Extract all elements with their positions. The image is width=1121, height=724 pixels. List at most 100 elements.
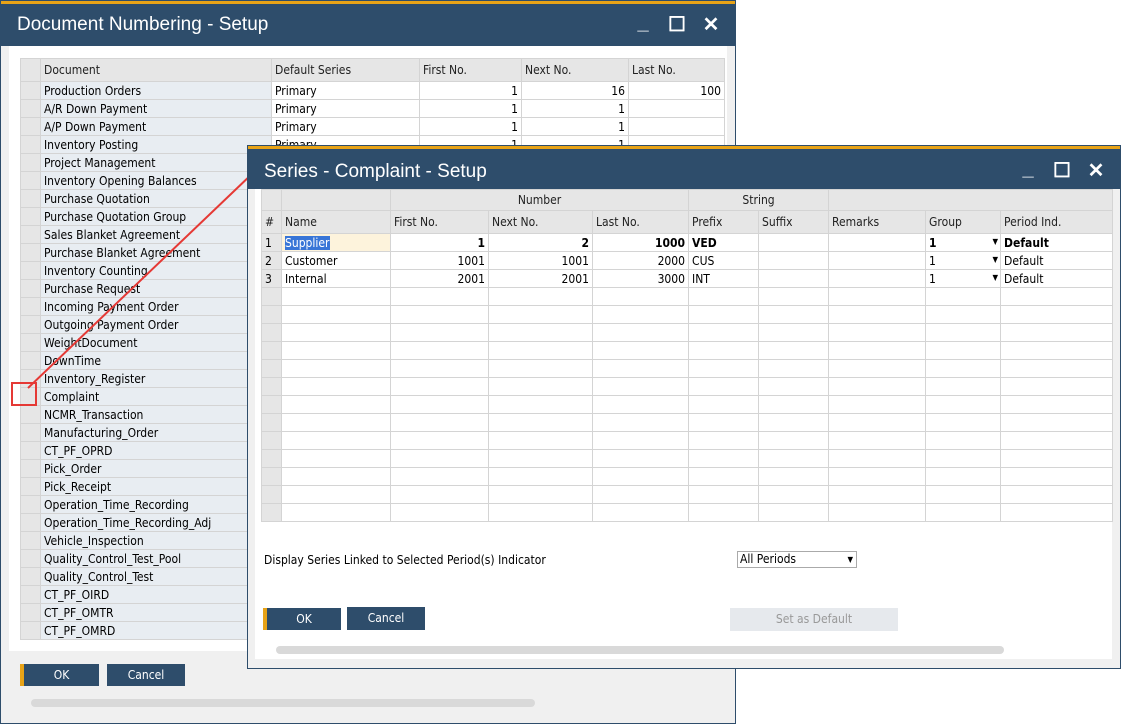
cell[interactable]: CT_PF_OPRD <box>40 441 272 460</box>
cell[interactable]: Sales Blanket Agreement <box>40 225 272 244</box>
minimize-icon[interactable]: _ <box>1022 158 1034 180</box>
cell[interactable]: Pick_Order <box>40 459 272 478</box>
cell[interactable] <box>488 449 593 468</box>
cell[interactable]: 1 <box>390 233 489 252</box>
period-indicator-select[interactable]: All Periods ▼ <box>737 551 857 568</box>
cell[interactable]: Pick_Receipt <box>40 477 272 496</box>
table-row[interactable]: 3 Internal 2001 2001 3000 INT 1 ▼ Default <box>261 269 1114 288</box>
cell[interactable] <box>281 341 391 360</box>
group-dropdown[interactable]: 1 ▼ <box>925 269 1002 288</box>
cell[interactable] <box>390 359 489 378</box>
cell[interactable] <box>488 485 593 504</box>
cell[interactable] <box>925 341 1002 360</box>
cell[interactable] <box>828 467 927 486</box>
cell[interactable] <box>488 431 593 450</box>
cell[interactable] <box>261 287 282 306</box>
cell[interactable]: Supplier <box>281 233 391 252</box>
cell[interactable] <box>758 323 830 342</box>
cell[interactable] <box>1000 377 1114 396</box>
cell[interactable]: Inventory Opening Balances <box>40 171 272 190</box>
cell[interactable] <box>390 395 489 414</box>
cell[interactable] <box>688 413 760 432</box>
cell[interactable] <box>758 287 830 306</box>
cell[interactable]: Customer <box>281 251 391 270</box>
ok-button[interactable]: OK <box>263 608 341 630</box>
cell[interactable] <box>591 341 690 360</box>
cell[interactable] <box>828 395 927 414</box>
row-header[interactable] <box>20 603 41 622</box>
cell[interactable]: 2001 <box>390 269 489 288</box>
cell[interactable]: Incoming Payment Order <box>40 297 272 316</box>
cell[interactable] <box>1000 395 1114 414</box>
cell[interactable] <box>828 305 927 324</box>
cell[interactable] <box>688 359 760 378</box>
cell[interactable] <box>261 359 282 378</box>
cell[interactable] <box>758 395 830 414</box>
cell[interactable] <box>1000 413 1114 432</box>
cell[interactable]: CUS <box>688 251 760 270</box>
cell[interactable]: CT_PF_OMRD <box>40 621 272 640</box>
row-header[interactable] <box>20 225 41 244</box>
cell[interactable] <box>591 503 690 522</box>
cell[interactable] <box>758 341 830 360</box>
cell[interactable]: Primary <box>271 117 420 136</box>
cell[interactable] <box>925 323 1002 342</box>
row-header[interactable] <box>20 351 41 370</box>
cell[interactable] <box>488 377 593 396</box>
table-row[interactable] <box>261 305 1114 324</box>
cell[interactable]: 1 <box>261 233 282 252</box>
cell[interactable]: 3 <box>261 269 282 288</box>
cell[interactable] <box>925 413 1002 432</box>
cell[interactable] <box>591 359 690 378</box>
cell[interactable] <box>281 287 391 306</box>
maximize-icon[interactable]: ☐ <box>668 14 686 36</box>
cell[interactable] <box>390 431 489 450</box>
table-row[interactable] <box>261 449 1114 468</box>
cell[interactable] <box>281 485 391 504</box>
cell[interactable]: VED <box>688 233 760 252</box>
col-header[interactable]: Suffix <box>758 210 830 234</box>
cell[interactable] <box>281 431 391 450</box>
cell[interactable]: CT_PF_OIRD <box>40 585 272 604</box>
cell[interactable]: 3000 <box>591 269 690 288</box>
cell[interactable] <box>828 251 927 270</box>
cell[interactable] <box>488 395 593 414</box>
row-header[interactable] <box>20 207 41 226</box>
close-icon[interactable]: ✕ <box>1087 160 1105 182</box>
cell[interactable]: Internal <box>281 269 391 288</box>
cell[interactable] <box>758 305 830 324</box>
cell[interactable] <box>688 287 760 306</box>
cell[interactable] <box>688 485 760 504</box>
cell[interactable] <box>488 503 593 522</box>
cell[interactable] <box>591 287 690 306</box>
table-row[interactable] <box>261 485 1114 504</box>
cell[interactable] <box>488 323 593 342</box>
horizontal-scrollbar[interactable] <box>31 699 535 707</box>
col-header[interactable]: Prefix <box>688 210 760 234</box>
cell[interactable] <box>390 413 489 432</box>
cell[interactable] <box>261 323 282 342</box>
cell[interactable] <box>758 359 830 378</box>
cell[interactable] <box>1000 305 1114 324</box>
cell[interactable]: Production Orders <box>40 81 272 100</box>
cancel-button[interactable]: Cancel <box>347 607 425 630</box>
cell[interactable] <box>1000 287 1114 306</box>
cell[interactable] <box>925 395 1002 414</box>
close-icon[interactable]: ✕ <box>702 14 720 36</box>
table-row[interactable] <box>261 359 1114 378</box>
cell[interactable] <box>758 449 830 468</box>
cell[interactable] <box>261 467 282 486</box>
table-row[interactable] <box>261 323 1114 342</box>
table-row[interactable]: 2 Customer 1001 1001 2000 CUS 1 ▼ Default <box>261 251 1114 270</box>
cell[interactable] <box>1000 341 1114 360</box>
cell[interactable] <box>828 485 927 504</box>
cell[interactable] <box>925 503 1002 522</box>
cell[interactable] <box>688 377 760 396</box>
cell[interactable]: Quality_Control_Test_Pool <box>40 549 272 568</box>
cell[interactable] <box>488 359 593 378</box>
cell[interactable] <box>688 395 760 414</box>
cell[interactable] <box>758 251 830 270</box>
row-header[interactable] <box>20 423 41 442</box>
cell[interactable] <box>1000 467 1114 486</box>
cell[interactable] <box>591 449 690 468</box>
